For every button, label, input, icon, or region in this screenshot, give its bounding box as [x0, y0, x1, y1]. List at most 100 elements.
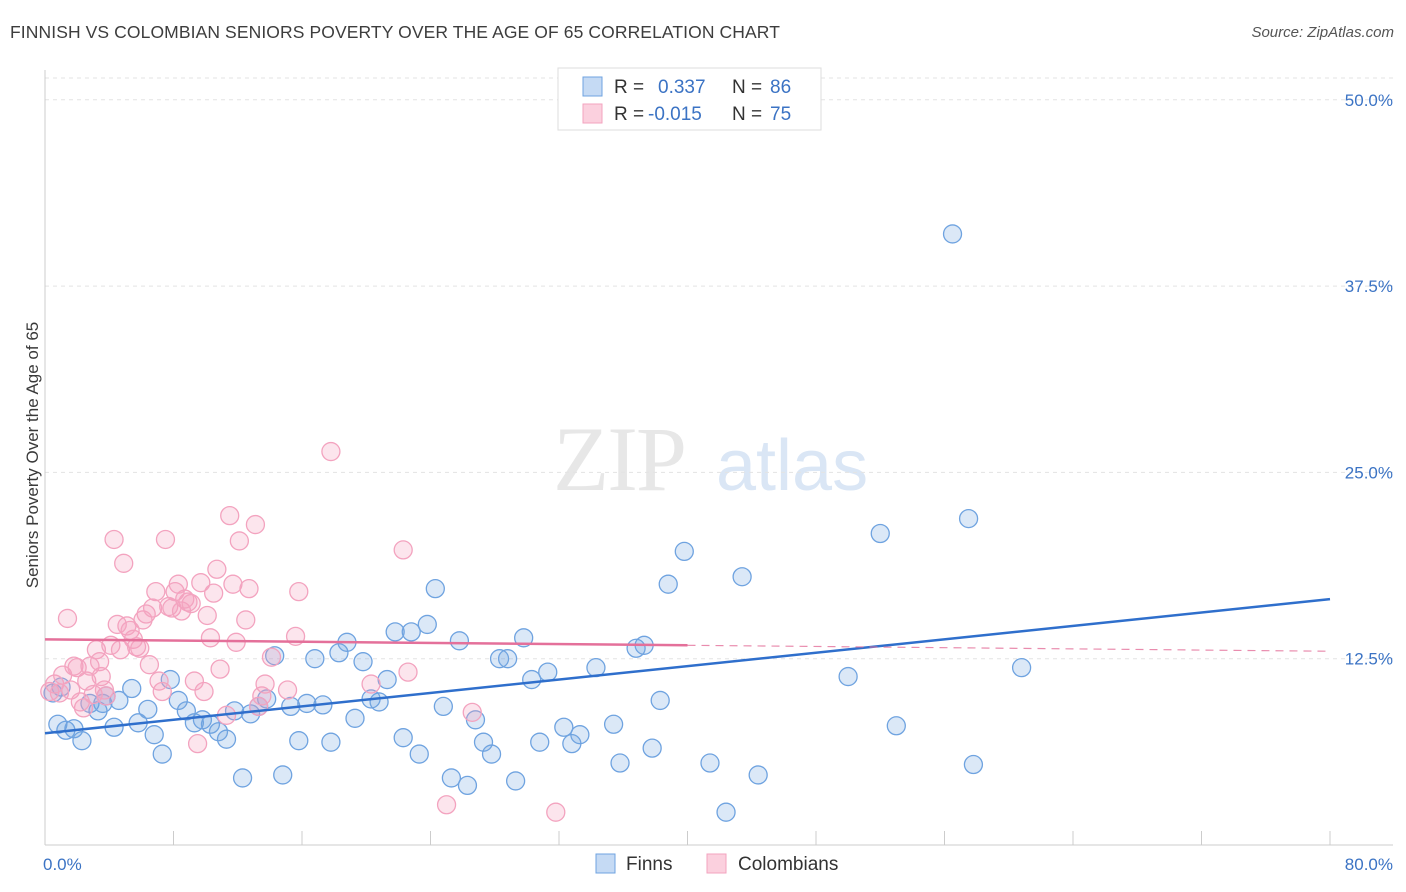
finns-point-35	[305, 649, 325, 669]
colombians-point-72	[436, 795, 457, 815]
colombians-point-35	[155, 529, 176, 550]
finns-point-23	[208, 722, 229, 742]
finns-point-62	[522, 669, 542, 690]
legend-finns-r-value: 0.337	[658, 77, 706, 98]
finns-point-69	[603, 714, 624, 734]
colombians-point-52	[210, 659, 230, 679]
finns-point-51	[433, 696, 454, 717]
colombians-point-30	[139, 655, 160, 675]
colombians-point-59	[239, 579, 259, 599]
colombians-point-70	[393, 540, 413, 560]
colombians-point-60	[245, 514, 266, 535]
finns-point-14	[138, 699, 158, 720]
finns-trend-line	[44, 597, 1331, 735]
watermark: ZIP atlas	[553, 408, 868, 510]
colombians-point-67	[289, 581, 309, 602]
axes	[44, 70, 1393, 846]
colombians-point-31	[142, 598, 163, 618]
colombians-point-46	[191, 573, 211, 593]
finns-point-87	[1011, 657, 1032, 678]
finns-point-37	[321, 732, 341, 752]
finns-point-59	[497, 649, 518, 669]
finns-point-52	[441, 768, 462, 788]
colombians-point-73	[462, 702, 482, 723]
finns-point-26	[232, 768, 253, 788]
colombians-point-62	[252, 686, 272, 706]
finns-point-50	[425, 579, 445, 599]
source-credit: Source: ZipAtlas.com	[1251, 24, 1394, 41]
finns-point-24	[216, 729, 237, 749]
x-tick-label-max: 80.0%	[1345, 855, 1393, 874]
finns-point-12	[122, 678, 142, 699]
correlation-legend: R = 0.337 N = 86 R = -0.015 N = 75	[557, 67, 822, 131]
colombians-point-69	[361, 674, 381, 694]
finns-point-83	[886, 716, 906, 736]
colombians-point-33	[149, 671, 169, 691]
finns-point-78	[716, 802, 736, 822]
trend-lines	[44, 597, 1331, 735]
colombians-trend-line-extension	[687, 644, 1331, 652]
y-tick-label-0: 12.5%	[1345, 650, 1393, 669]
legend-colombians-n-value: 75	[770, 104, 791, 125]
colombians-point-17	[96, 686, 116, 706]
colombians-point-49	[200, 628, 221, 648]
colombians-point-57	[229, 531, 250, 551]
finns-point-33	[289, 731, 309, 751]
finns-point-43	[369, 692, 389, 712]
colombians-trend-line	[44, 638, 688, 647]
colombians-point-50	[204, 583, 224, 603]
colombians-point-6	[64, 656, 84, 676]
finns-point-53	[449, 631, 470, 651]
finns-point-49	[417, 614, 437, 635]
colombians-point-51	[207, 559, 227, 579]
finns-point-79	[732, 567, 752, 587]
x-tick-label-min: 0.0%	[43, 855, 82, 874]
watermark-atlas: atlas	[716, 426, 868, 506]
colombians-point-32	[146, 581, 166, 602]
finns-point-30	[265, 646, 285, 666]
y-tick-label-2: 37.5%	[1345, 277, 1393, 296]
finns-point-31	[273, 765, 293, 785]
chart-title: FINNISH VS COLOMBIAN SENIORS POVERTY OVE…	[10, 22, 781, 42]
colombians-point-54	[220, 505, 240, 526]
finns-point-82	[870, 523, 890, 544]
finns-point-47	[401, 622, 421, 642]
finns-point-76	[674, 541, 694, 562]
watermark-zip: ZIP	[553, 408, 685, 510]
finns-point-60	[505, 771, 526, 791]
finns-point-65	[554, 717, 574, 737]
finns-point-67	[570, 725, 590, 745]
colombians-point-55	[223, 574, 243, 594]
y-tick-label-3: 50.0%	[1345, 91, 1393, 110]
finns-point-63	[530, 732, 550, 752]
legend-colombians-r-value: -0.015	[648, 104, 702, 125]
bottom-legend-swatch-finns	[595, 853, 616, 874]
series-legend: Finns Colombians	[595, 853, 838, 875]
finns-point-45	[385, 622, 405, 642]
bottom-legend-finns: Finns	[626, 854, 672, 875]
finns-point-84	[942, 224, 963, 244]
series-colombians-points	[40, 441, 566, 822]
finns-point-41	[353, 652, 373, 672]
finns-point-57	[481, 744, 502, 764]
legend-finns-n-label: N =	[732, 77, 762, 98]
legend-colombians-n-label: N =	[732, 104, 762, 125]
colombians-point-34	[152, 681, 172, 702]
y-axis-label: Seniors Poverty Over the Age of 65	[23, 322, 42, 588]
finns-point-34	[297, 693, 317, 714]
finns-point-40	[345, 708, 365, 728]
finns-point-15	[144, 725, 164, 745]
colombians-point-48	[197, 605, 217, 626]
legend-swatch-finns	[582, 76, 603, 97]
colombians-point-27	[130, 638, 150, 658]
finns-point-5	[72, 731, 92, 751]
bottom-legend-colombians: Colombians	[738, 854, 838, 875]
finns-point-73	[642, 738, 662, 758]
finns-point-70	[610, 753, 630, 773]
legend-swatch-colombians	[582, 103, 603, 124]
legend-finns-n-value: 86	[770, 77, 791, 98]
finns-point-80	[748, 765, 768, 785]
finns-point-75	[658, 574, 678, 594]
legend-finns-r-label: R =	[614, 77, 644, 98]
finns-point-86	[963, 754, 984, 775]
